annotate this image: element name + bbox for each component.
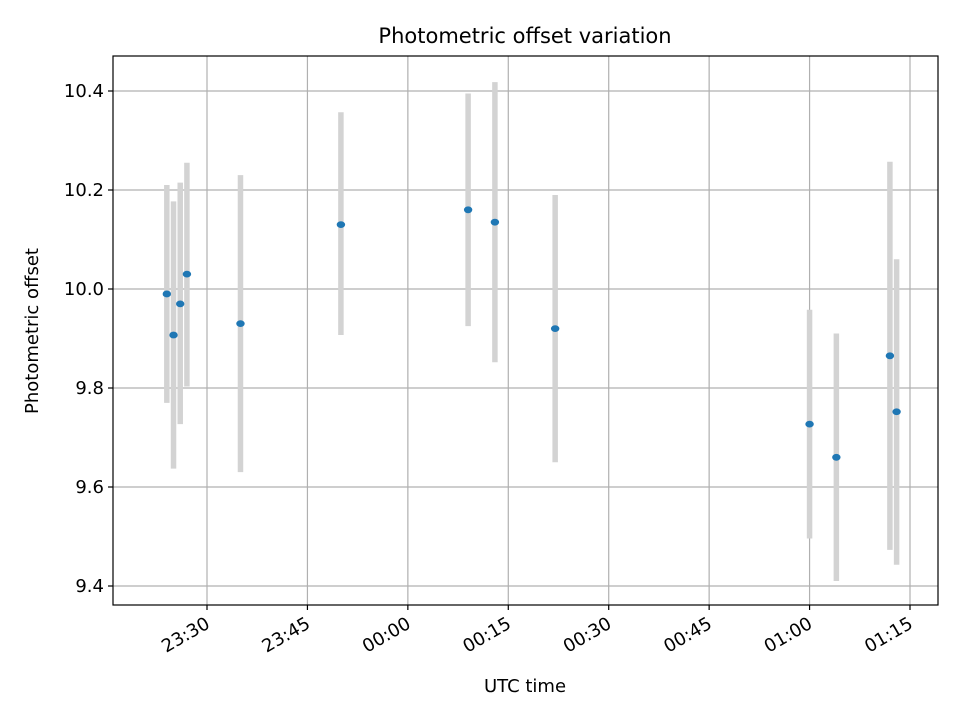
data-point — [805, 420, 814, 428]
data-point — [885, 352, 895, 360]
data-point — [336, 221, 346, 229]
plot-frame — [112, 55, 939, 606]
y-tick-label: 9.8 — [75, 378, 104, 399]
x-axis: 23:30 23:45 00:00 00:15 00:30 00:45 01:00 01:15 — [158, 605, 917, 657]
y-tick-label: 10.2 — [64, 180, 104, 201]
data-point — [182, 270, 192, 278]
x-tick-label: 23:30 — [158, 613, 213, 657]
y-axis-label: Photometric offset — [22, 248, 43, 414]
data-point — [490, 218, 500, 226]
data-point — [550, 325, 560, 332]
x-tick-label: 00:45 — [660, 613, 715, 657]
data-points — [162, 206, 901, 461]
x-tick-label: 01:00 — [761, 613, 816, 657]
x-tick-label: 00:00 — [359, 613, 414, 657]
x-tick-label: 00:30 — [560, 613, 615, 657]
data-point — [176, 300, 185, 308]
data-point — [892, 408, 901, 416]
grid — [113, 56, 938, 605]
x-tick-label: 01:15 — [861, 613, 916, 657]
x-axis-label: UTC time — [484, 676, 566, 697]
y-tick-label: 10.4 — [64, 81, 104, 102]
data-point — [169, 331, 178, 339]
y-tick-label: 10.0 — [64, 279, 104, 300]
y-axis: 9.4 9.6 9.8 10.0 10.2 10.4 — [64, 81, 113, 597]
data-point — [162, 290, 172, 298]
x-tick-label: 00:15 — [459, 613, 514, 657]
data-point — [832, 453, 841, 461]
data-point — [463, 206, 473, 214]
y-tick-label: 9.4 — [75, 576, 104, 597]
chart-title: Photometric offset variation — [378, 24, 671, 48]
error-bars — [164, 82, 900, 582]
y-tick-label: 9.6 — [75, 477, 104, 498]
x-tick-label: 23:45 — [259, 613, 314, 657]
data-point — [236, 320, 245, 328]
